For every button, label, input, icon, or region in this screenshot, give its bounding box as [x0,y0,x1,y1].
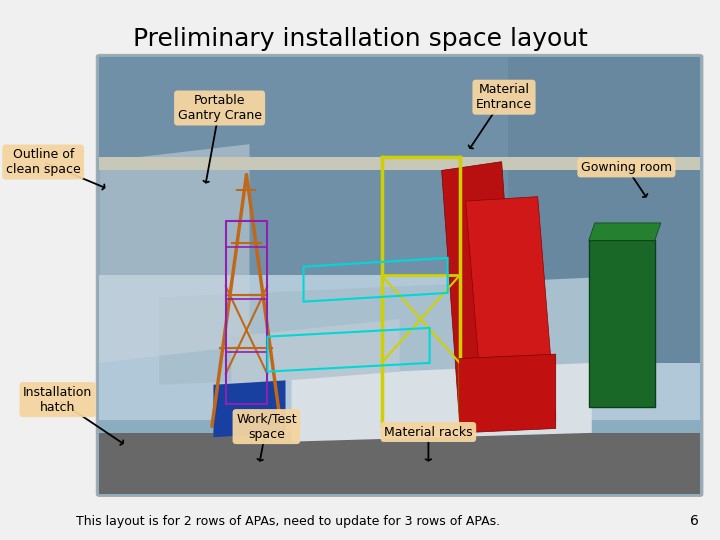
Polygon shape [159,275,640,384]
Text: Installation
hatch: Installation hatch [23,386,92,414]
Text: Preliminary installation space layout: Preliminary installation space layout [132,27,588,51]
FancyBboxPatch shape [96,55,703,496]
Polygon shape [231,319,400,384]
Polygon shape [99,275,700,420]
Polygon shape [441,161,520,424]
Polygon shape [292,363,592,442]
Polygon shape [99,433,700,494]
Polygon shape [99,57,700,310]
Polygon shape [213,380,286,437]
Text: 6: 6 [690,514,698,528]
Text: Portable
Gantry Crane: Portable Gantry Crane [178,94,261,122]
Text: Gowning room: Gowning room [581,161,672,174]
Text: This layout is for 2 rows of APAs, need to update for 3 rows of APAs.: This layout is for 2 rows of APAs, need … [76,515,500,528]
Polygon shape [99,157,700,171]
Polygon shape [466,197,556,424]
Text: Material
Entrance: Material Entrance [476,83,532,111]
Polygon shape [99,144,250,363]
Text: Outline of
clean space: Outline of clean space [6,148,81,176]
Text: Material racks: Material racks [384,426,473,438]
Polygon shape [459,354,556,433]
Polygon shape [508,57,700,363]
Text: Work/Test
space: Work/Test space [236,413,297,441]
Polygon shape [589,223,661,240]
FancyBboxPatch shape [589,240,654,407]
